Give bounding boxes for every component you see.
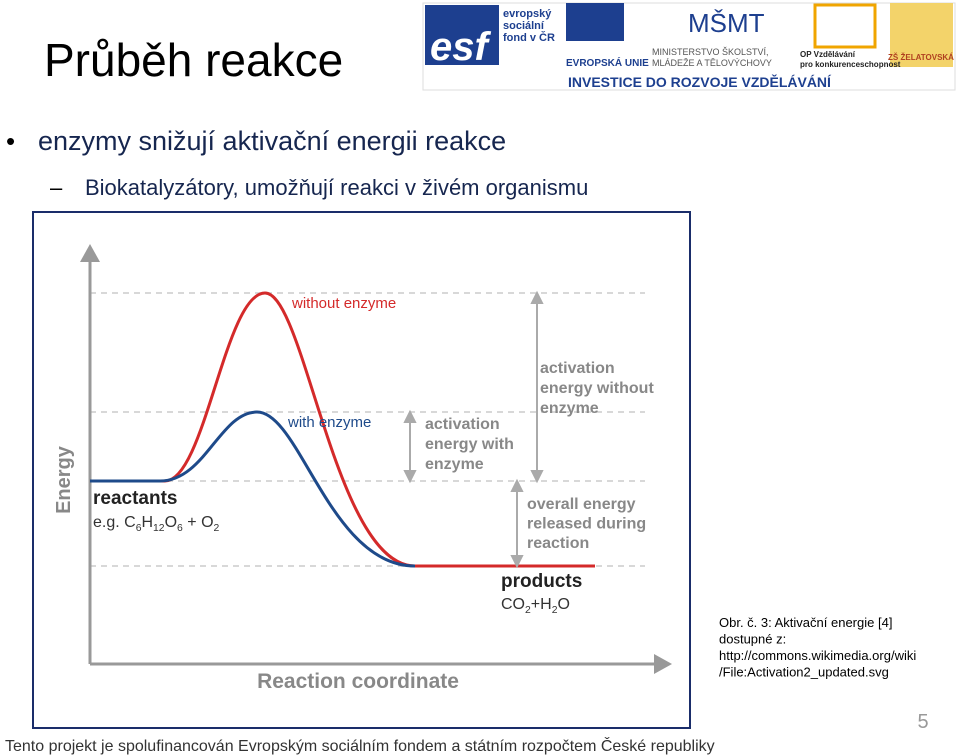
esf-text: fond v ČR xyxy=(503,31,555,44)
formula-part: 2 xyxy=(552,605,558,616)
formula-part: 2 xyxy=(214,523,220,534)
eu-text: EVROPSKÁ UNIE xyxy=(566,56,649,69)
op-logo xyxy=(813,3,877,49)
diagram-notes: activation energy with enzyme activation ene… xyxy=(93,360,916,680)
esf-text: evropský xyxy=(503,8,552,20)
caption-line: http://commons.wikimedia.org/wiki xyxy=(719,648,916,663)
logos: esf EVROPSKÁ UNIE MŠMT ZŠ ŽELATOVSKÁ INV… xyxy=(422,2,956,91)
op-text: OP Vzdělávání xyxy=(800,50,856,59)
label-without-enzyme: without enzyme xyxy=(291,295,396,312)
note-line: enzyme xyxy=(540,400,599,417)
bullet-marker: • xyxy=(6,126,15,156)
arrow-head xyxy=(530,470,544,484)
school-logo xyxy=(890,3,953,67)
esf-box xyxy=(425,5,499,65)
note-line: enzyme xyxy=(425,456,484,473)
formula: CO2+H2O xyxy=(501,596,570,616)
arrow-head xyxy=(510,555,524,569)
reactants: reactants xyxy=(93,488,178,509)
note-line: energy with xyxy=(425,436,514,453)
y-arrow xyxy=(80,244,100,262)
curve-without-enzyme xyxy=(90,291,595,568)
formula-part: O xyxy=(557,596,569,613)
school-text: ZŠ ŽELATOVSKÁ xyxy=(888,53,954,62)
formula-part: 2 xyxy=(525,605,531,616)
products: products xyxy=(501,571,582,592)
msmt-text: MINISTERSTVO ŠKOLSTVÍ, xyxy=(652,47,769,57)
formula-part: e.g. C xyxy=(93,514,136,531)
op-text: pro konkurenceschopnost xyxy=(800,60,901,69)
y-axis-label: Energy xyxy=(53,445,75,514)
msmt-text: MLÁDEŽE A TĚLOVÝCHOVY xyxy=(652,58,772,68)
caption-line: dostupné z: xyxy=(719,632,786,647)
formula-part: O xyxy=(165,514,177,531)
esf-text: sociální xyxy=(503,20,545,32)
formula-part: CO xyxy=(501,596,525,613)
sub-bullet-text: Biokatalyzátory, umožňují reakci v živém… xyxy=(85,175,588,200)
formula-part: 6 xyxy=(136,523,142,534)
arrow-head xyxy=(510,478,524,492)
banner: INVESTICE DO ROZVOJE VZDĚLÁVÁNÍ xyxy=(568,73,832,90)
caption-line: Obr. č. 3: Aktivační energie [4] xyxy=(719,615,892,630)
arrow-head xyxy=(403,470,417,484)
note-line: released during xyxy=(527,516,646,533)
arrow-head xyxy=(403,409,417,423)
x-arrow xyxy=(654,654,672,674)
formula: e.g. C6H12O6 + O2 xyxy=(93,514,220,534)
arrows xyxy=(403,290,544,569)
eu-flag xyxy=(566,3,624,41)
caption-line: /File:Activation2_updated.svg xyxy=(719,665,889,680)
axes xyxy=(80,244,672,674)
esf-logo: esf xyxy=(430,25,491,69)
bullet-text: enzymy snižují aktivační energii reakce xyxy=(38,126,506,156)
formula-part: +H xyxy=(531,596,552,613)
note-line: energy without xyxy=(540,380,654,397)
formula-part: H xyxy=(141,514,153,531)
x-axis-label: Reaction coordinate xyxy=(257,670,459,693)
note-line: reaction xyxy=(527,535,589,552)
formula-part: + O xyxy=(183,514,214,531)
msmt-logo: MŠMT xyxy=(688,8,765,38)
formula-part: 12 xyxy=(153,523,165,534)
label-with-enzyme: with enzyme xyxy=(287,414,371,431)
note-line: activation xyxy=(540,360,615,377)
diagram-frame xyxy=(32,211,691,729)
title: Průběh reakce xyxy=(44,34,343,86)
formula-part: 6 xyxy=(177,523,183,534)
note-line: activation xyxy=(425,416,500,433)
sub-bullet-marker: – xyxy=(50,175,63,200)
arrow-head xyxy=(530,290,544,304)
footer: Tento projekt je spolufinancován Evropsk… xyxy=(5,736,715,755)
curve-with-enzyme xyxy=(90,410,416,568)
note-line: overall energy xyxy=(527,496,636,513)
page-number: 5 xyxy=(917,711,928,733)
